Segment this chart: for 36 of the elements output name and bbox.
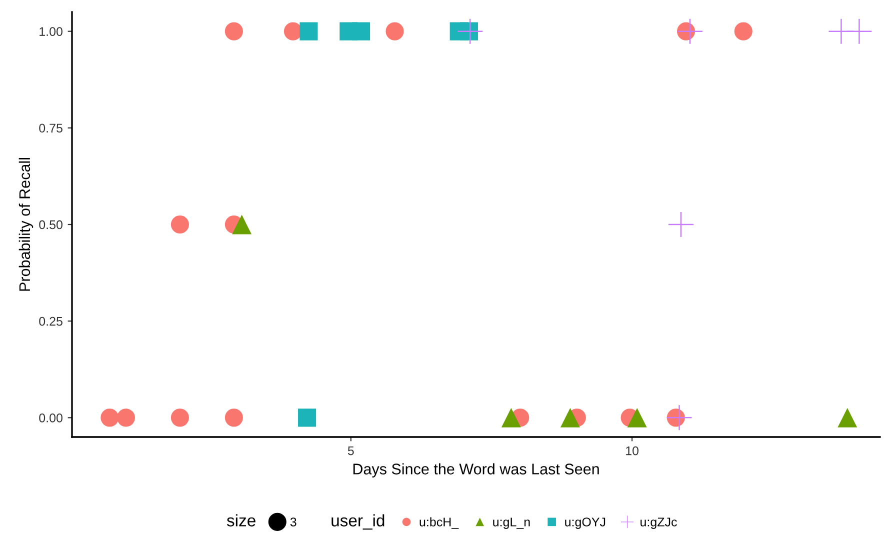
legend-label: u:gL_n [493,518,530,529]
x-axis-title: Days Since the Word was Last Seen [353,463,599,478]
legend-label: u:gZJc [640,518,677,529]
y-tick-label: 0.25 [39,316,62,326]
y-tick-label: 1.00 [40,27,62,36]
point [116,408,136,427]
point [846,18,872,44]
point [170,215,189,234]
point [224,22,243,40]
point [666,405,692,430]
y-tick-label: 0.75 [39,124,62,133]
text: 3 [290,518,296,526]
text: size [226,514,256,526]
x-tick-label: 5 [348,446,354,456]
point [100,408,119,427]
point [838,408,858,428]
legend-label: u:bcH_ [420,517,459,529]
point [627,408,647,428]
point [386,22,404,40]
y-axis-title: Probability of Recall [18,158,34,291]
point [560,408,580,428]
point [458,18,483,44]
point [170,408,189,427]
point [300,22,318,40]
y-tick-label: 0.00 [39,413,62,422]
point [501,408,521,428]
y-tick-label: 0.50 [39,220,62,230]
legend-label: u:gOYJ [565,518,606,529]
point [298,408,316,427]
point [734,22,752,40]
point [352,22,370,40]
x-tick-label: 10 [626,446,638,456]
point [677,18,702,44]
point [232,214,252,234]
point [224,408,243,427]
legend-title: user_id [332,514,384,530]
